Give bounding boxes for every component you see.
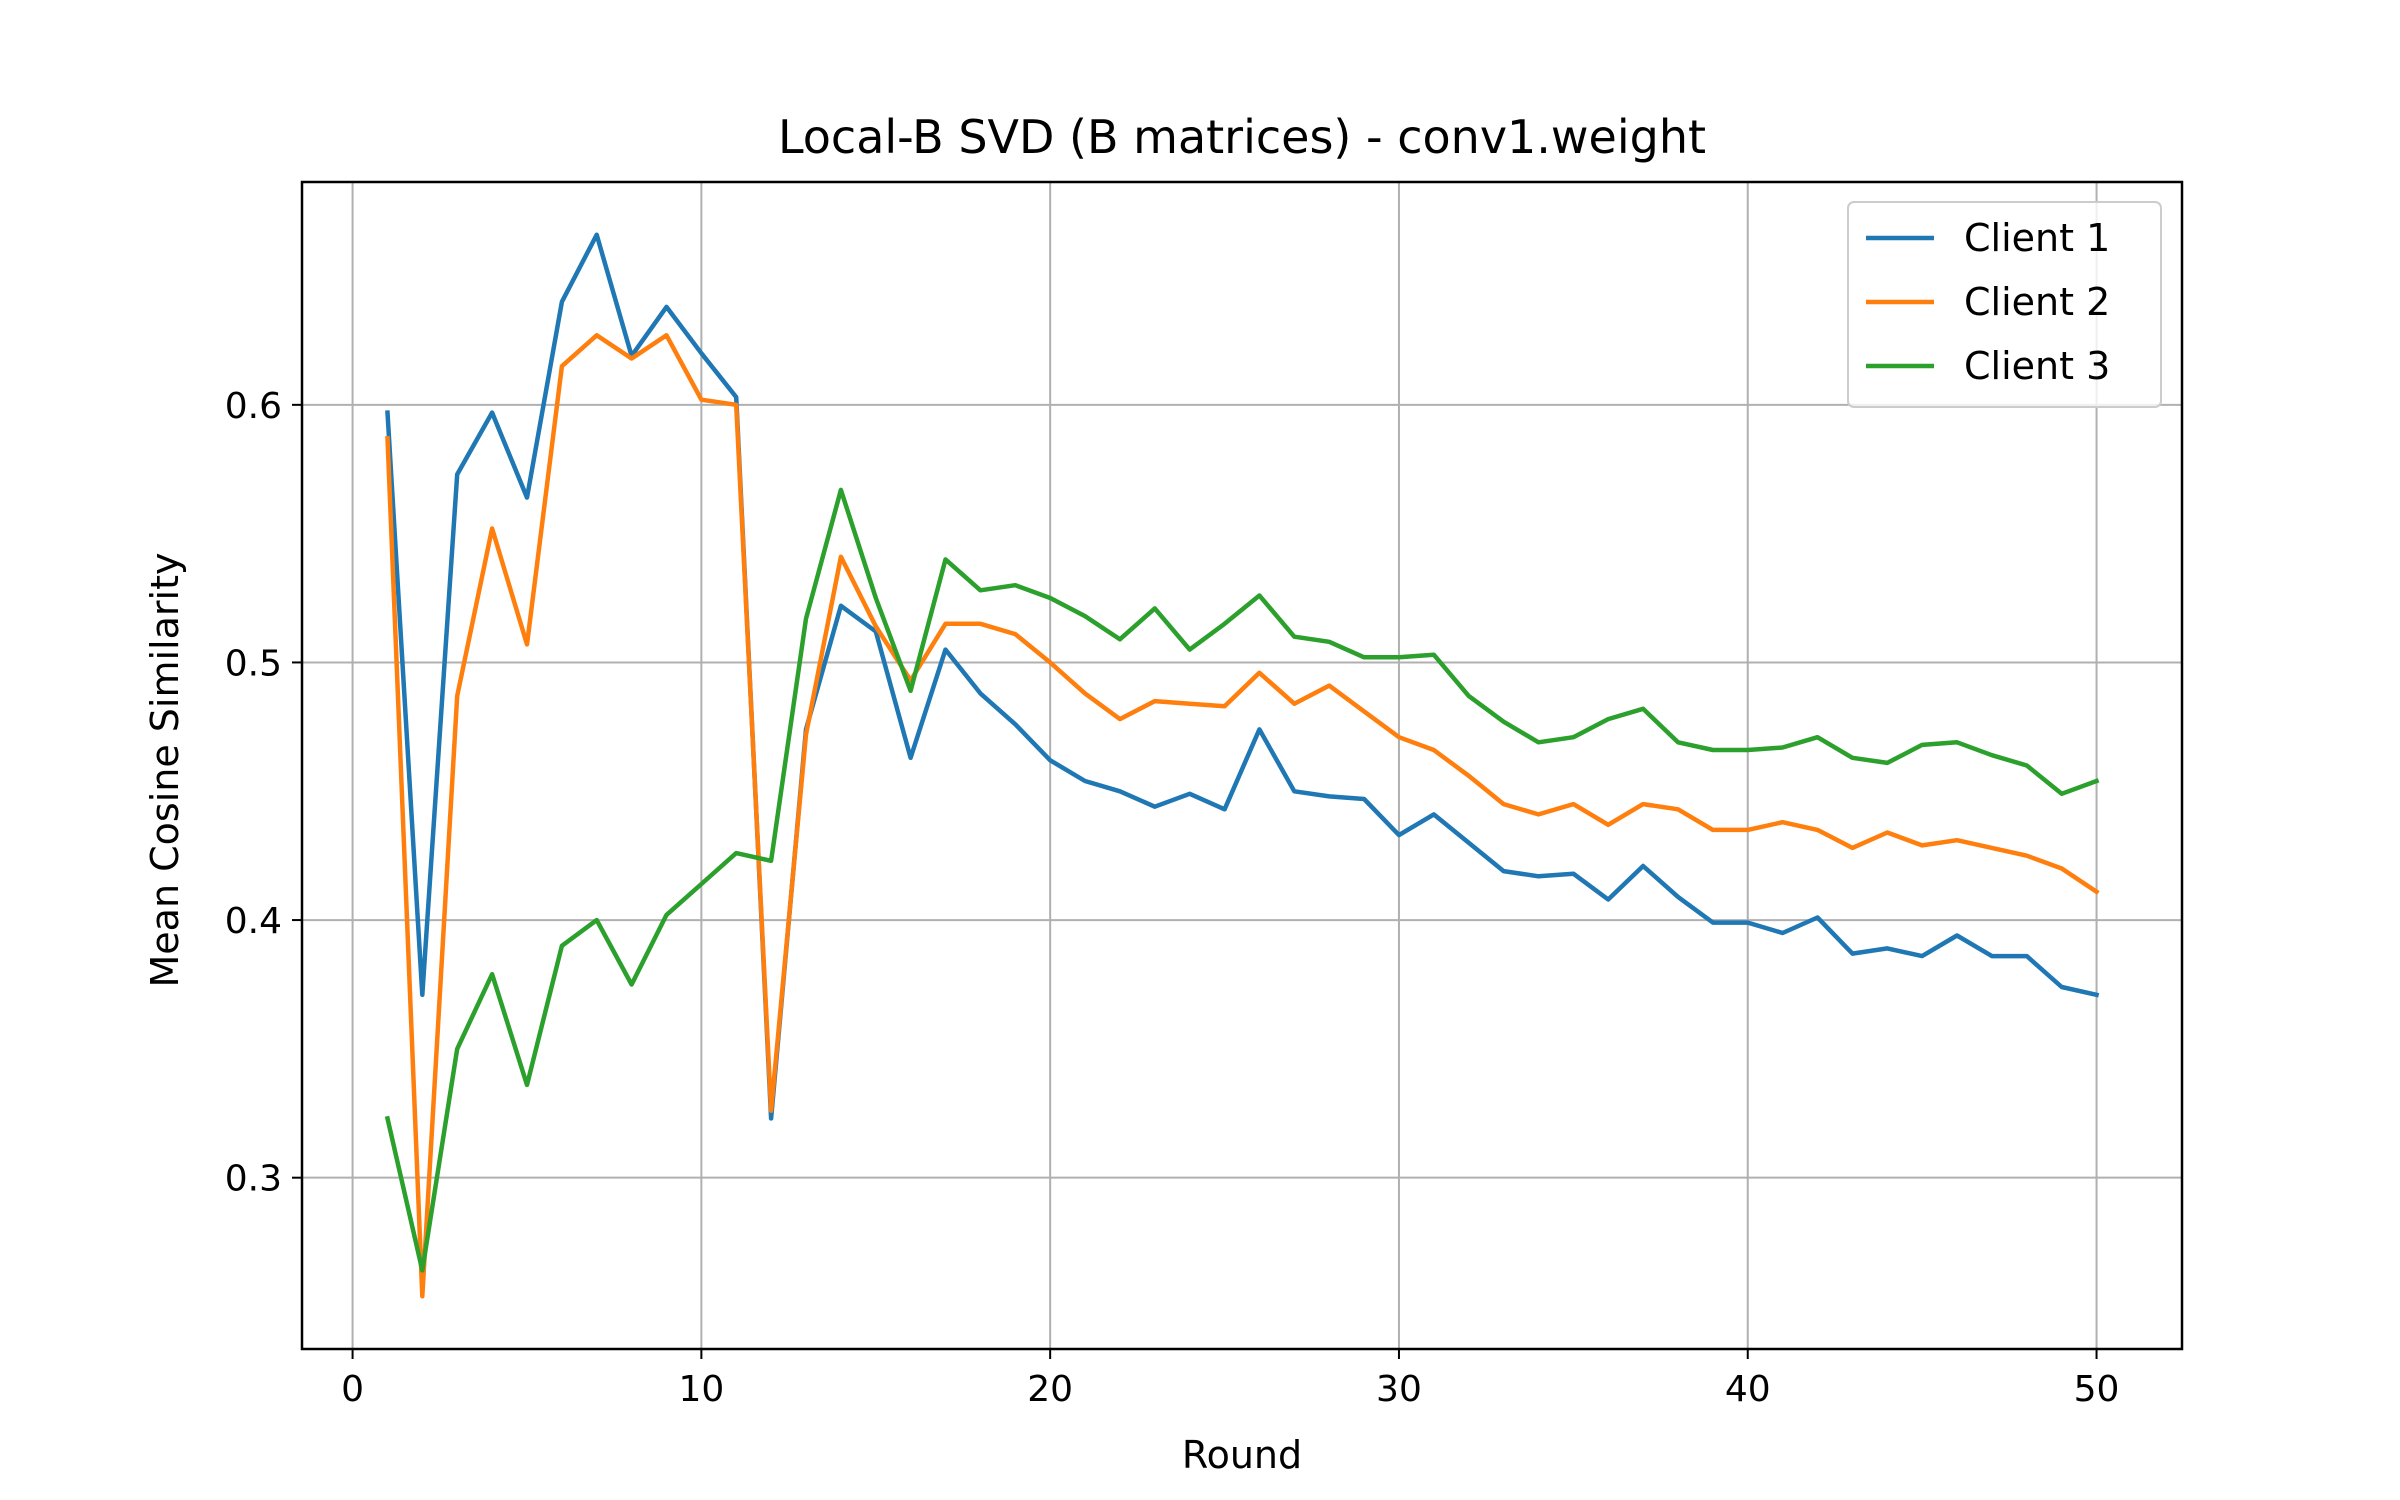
legend-label: Client 1 [1964, 216, 2110, 260]
y-tick-label: 0.6 [225, 386, 282, 427]
x-tick-label: 0 [341, 1369, 364, 1410]
x-tick-label: 30 [1376, 1369, 1422, 1410]
y-tick-label: 0.3 [225, 1159, 282, 1200]
x-axis-label: Round [1182, 1433, 1302, 1477]
y-tick-label: 0.5 [225, 643, 282, 684]
series-lines [384, 232, 2100, 1299]
legend-label: Client 2 [1964, 280, 2110, 324]
legend-box [1847, 201, 2162, 408]
x-tick-label: 50 [2074, 1369, 2120, 1410]
x-tick-label: 20 [1027, 1369, 1073, 1410]
x-tick-label: 10 [678, 1369, 724, 1410]
series-line-client-1 [385, 232, 2100, 1121]
legend: Client 1 Client 2 Client 3 [1847, 201, 2162, 408]
axis-ticks: 0 10 20 30 40 50 0.3 0.4 0.5 0.6 [225, 386, 2120, 1410]
y-tick-label: 0.4 [225, 901, 282, 942]
chart-title: Local-B SVD (B matrices) - conv1.weight [778, 110, 1706, 164]
series-line-client-2 [385, 333, 2100, 1299]
series-line-client-3 [384, 487, 2100, 1273]
plot-area-frame [300, 180, 2184, 1351]
y-axis-label: Mean Cosine Similarity [143, 553, 187, 988]
x-tick-label: 40 [1725, 1369, 1771, 1410]
legend-label: Client 3 [1964, 344, 2110, 388]
